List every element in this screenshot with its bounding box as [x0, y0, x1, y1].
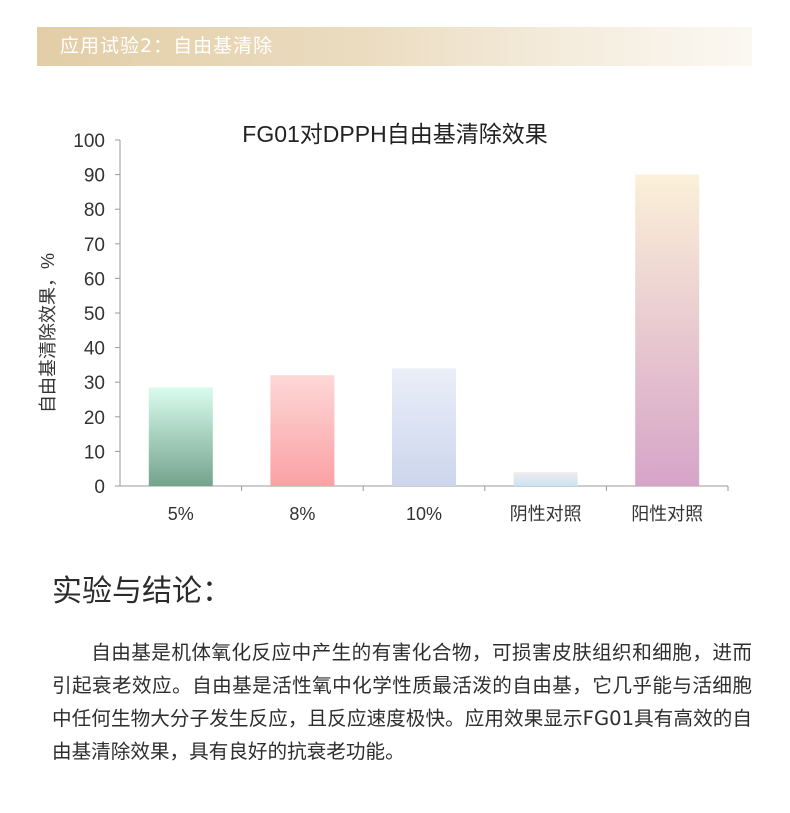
header-band	[37, 27, 752, 66]
x-tick-label: 5%	[168, 504, 194, 524]
x-tick-label: 阳性对照	[631, 504, 703, 524]
chart-title: FG01对DPPH自由基清除效果	[242, 121, 547, 147]
y-tick-label: 60	[84, 269, 105, 290]
y-tick-label: 90	[84, 166, 105, 187]
bar-4	[635, 174, 700, 486]
y-tick-label: 40	[84, 339, 105, 360]
x-tick-label: 阴性对照	[510, 504, 582, 524]
bar-chart: FG01对DPPH自由基清除效果 0 10 20 30 40 50 60 70 80 90 100 自由…	[38, 121, 729, 524]
bar-1	[270, 375, 335, 486]
y-tick-label: 30	[84, 373, 105, 394]
bar-2	[392, 368, 456, 486]
y-tick-label: 100	[73, 131, 105, 152]
conclusion-text: 自由基是机体氧化反应中产生的有害化合物，可损害皮肤组织和细胞，进而引起衰老效应。…	[52, 641, 752, 763]
bar-0	[148, 387, 213, 486]
y-tick-label: 10	[84, 442, 105, 463]
y-tick-label: 50	[84, 304, 105, 325]
conclusion-title: 实验与结论：	[52, 574, 232, 609]
y-tick-label: 20	[84, 408, 105, 429]
y-tick-label: 70	[84, 235, 105, 256]
y-tick-label: 0	[94, 477, 105, 498]
x-tick-label: 8%	[289, 504, 315, 524]
header-title: 应用试验2：自由基清除	[60, 35, 274, 57]
y-tick-label: 80	[84, 200, 105, 221]
y-axis-label: 自由基清除效果，%	[38, 253, 58, 413]
bar-3	[513, 472, 578, 486]
x-tick-label: 10%	[406, 504, 442, 524]
